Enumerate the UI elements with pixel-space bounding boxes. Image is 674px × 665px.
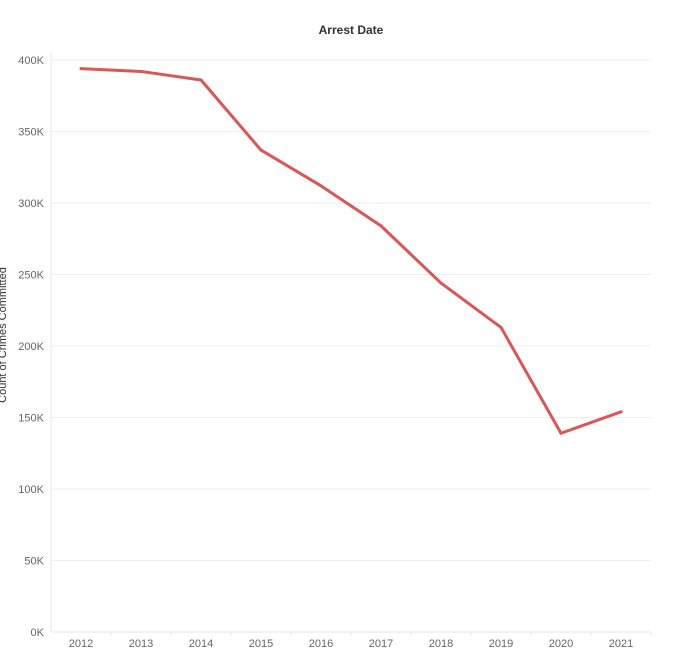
y-tick-label: 50K — [24, 556, 44, 568]
y-axis-label: Count of Crimes Committed — [0, 267, 9, 403]
x-tick-label: 2019 — [489, 638, 513, 650]
y-tick-label: 400K — [18, 55, 44, 67]
y-tick-label: 300K — [18, 198, 44, 210]
data-point[interactable] — [379, 224, 383, 228]
gridlines — [50, 52, 651, 633]
y-tick-label: 0K — [31, 627, 45, 639]
x-tick-label: 2017 — [369, 638, 393, 650]
series-layer — [79, 67, 623, 435]
data-point[interactable] — [619, 410, 623, 414]
x-tick-label: 2014 — [189, 638, 213, 650]
y-tick-label: 250K — [18, 270, 44, 282]
data-point[interactable] — [499, 325, 503, 329]
y-tick-label: 150K — [18, 413, 44, 425]
y-tick-label: 350K — [18, 127, 44, 139]
y-axis-ticks: 0K 50K 100K 150K 200K 250K 300K 350K 400K — [18, 55, 44, 639]
x-tick-label: 2015 — [249, 638, 273, 650]
y-tick-label: 100K — [18, 484, 44, 496]
data-point[interactable] — [259, 148, 263, 152]
x-tick-label: 2012 — [69, 638, 93, 650]
data-point[interactable] — [439, 281, 443, 285]
x-tick-label: 2018 — [429, 638, 453, 650]
data-point[interactable] — [199, 78, 203, 82]
data-point[interactable] — [559, 431, 563, 435]
x-tick-label: 2020 — [549, 638, 573, 650]
series-line — [79, 67, 623, 435]
data-point[interactable] — [139, 69, 143, 73]
x-tick-label: 2016 — [309, 638, 333, 650]
chart-title: Arrest Date — [319, 23, 384, 37]
x-axis-ticks: 2012 2013 2014 2015 2016 2017 2018 2019 2020 2021 — [69, 632, 652, 650]
x-tick-label: 2021 — [609, 638, 633, 650]
x-tick-label: 2013 — [129, 638, 153, 650]
y-tick-label: 200K — [18, 341, 44, 353]
data-point[interactable] — [319, 184, 323, 188]
data-point[interactable] — [79, 67, 83, 71]
